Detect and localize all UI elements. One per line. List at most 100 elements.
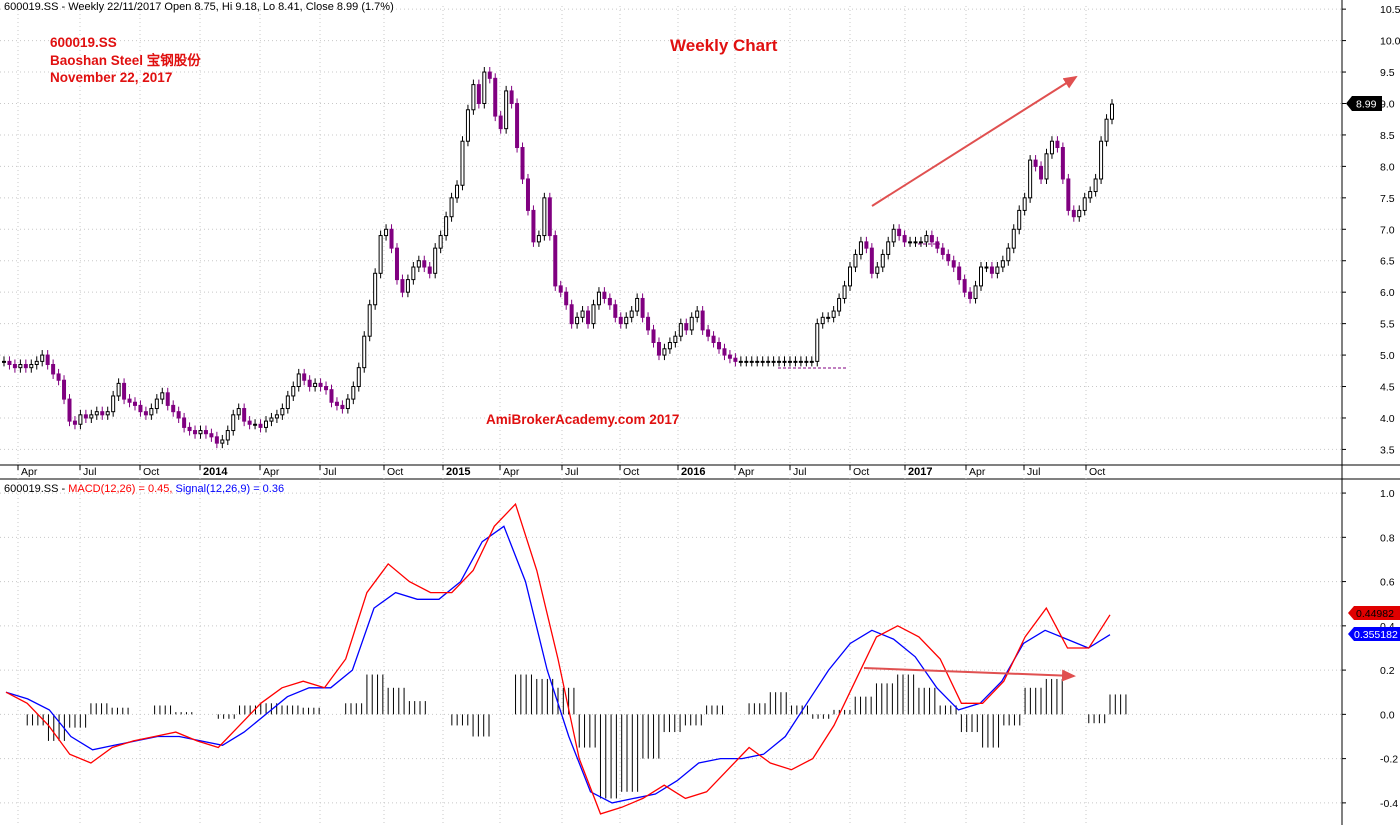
candle: [498, 111, 503, 134]
macd-divergence-arrow: [863, 667, 1076, 682]
candle: [924, 230, 929, 247]
candle: [1077, 205, 1082, 222]
candle: [946, 249, 951, 266]
chart-title: Weekly Chart: [670, 36, 778, 55]
candle: [427, 261, 432, 279]
candle: [269, 412, 274, 427]
candle: [979, 261, 984, 291]
candle: [476, 79, 481, 109]
macd-badge-text: 0.44982: [1356, 608, 1394, 620]
candle: [678, 318, 683, 342]
candle: [798, 356, 803, 367]
candle: [837, 293, 842, 317]
candle: [449, 192, 454, 222]
watermark: AmiBrokerAcademy.com 2017: [486, 412, 679, 427]
price-tick-label: 4.0: [1380, 413, 1395, 425]
candle: [444, 211, 449, 241]
candle: [438, 230, 443, 254]
candle: [629, 306, 634, 323]
price-tick-label: 8.0: [1380, 161, 1395, 173]
candle: [378, 230, 383, 279]
candle: [465, 104, 470, 147]
candle: [531, 205, 536, 247]
signal-value-label: Signal(12,26,9) = 0.36: [176, 483, 285, 495]
candle: [695, 306, 700, 323]
macd-tick-label: -0.2: [1380, 754, 1398, 766]
candle: [460, 136, 465, 191]
candle: [1033, 155, 1038, 172]
price-grid: [0, 8, 1342, 450]
candle: [231, 409, 236, 436]
candle: [891, 224, 896, 247]
candle: [1028, 155, 1033, 203]
candle: [858, 236, 863, 260]
candle: [193, 425, 198, 439]
candle: [706, 324, 711, 342]
candle: [673, 331, 678, 348]
candle: [1104, 114, 1109, 147]
candle: [755, 356, 760, 367]
candle: [1011, 224, 1016, 254]
candle: [340, 400, 345, 414]
price-tick-label: 7.5: [1380, 193, 1395, 205]
price-tick-label: 5.5: [1380, 319, 1395, 331]
price-tick-label: 10.5: [1380, 4, 1400, 16]
candle: [416, 255, 421, 273]
candle: [995, 261, 1000, 279]
candle: [100, 406, 105, 420]
candle: [471, 79, 476, 115]
candle: [984, 261, 989, 273]
macd-tick-label: 0.2: [1380, 665, 1395, 677]
date-tick-label: Apr: [503, 466, 520, 478]
candle: [580, 306, 585, 323]
candle: [558, 280, 563, 298]
candle: [291, 381, 296, 401]
candle: [913, 236, 918, 247]
candle: [656, 337, 661, 361]
candle: [635, 293, 640, 317]
company-label: Baoshan Steel 宝钢股份: [50, 52, 201, 68]
candle: [591, 299, 596, 329]
candle: [968, 287, 973, 304]
date-tick-label: Apr: [263, 466, 280, 478]
ticker-label: 600019.SS: [50, 35, 117, 50]
candle: [869, 243, 874, 279]
candle: [575, 312, 580, 329]
price-tick-label: 6.0: [1380, 287, 1395, 299]
candle: [908, 236, 913, 247]
candle: [787, 356, 792, 367]
candle: [23, 359, 28, 373]
price-tick-label: 6.5: [1380, 256, 1395, 268]
candle: [242, 403, 247, 427]
candle: [493, 73, 498, 122]
candle: [258, 419, 263, 433]
date-tick-label: 2017: [908, 466, 932, 478]
candle: [771, 356, 776, 367]
candle: [749, 356, 754, 367]
candle: [951, 255, 956, 273]
signal-line: [5, 525, 1111, 804]
candle: [607, 293, 612, 310]
candle: [1060, 142, 1065, 184]
price-y-axis: 3.5 4.0 4.5 5.0 5.5 6.0 6.5 7.0 7.5 8.0 8.5 9.0 9.5 1…: [1342, 4, 1400, 456]
macd-y-axis: -0.4-0.20.00.20.40.60.81.0: [1342, 488, 1398, 810]
candle: [1099, 136, 1104, 184]
candle: [214, 431, 219, 449]
candle: [1017, 205, 1022, 235]
candle: [56, 368, 61, 386]
signal-badge-text: 0.355182: [1354, 629, 1398, 641]
candle: [116, 378, 121, 401]
candle: [793, 356, 798, 367]
candle: [334, 397, 339, 411]
candle: [886, 236, 891, 260]
candle: [274, 409, 279, 424]
candle: [700, 306, 705, 335]
candle: [122, 378, 127, 405]
candle: [1088, 186, 1093, 203]
date-tick-label: Jul: [1027, 466, 1040, 478]
candle: [302, 368, 307, 386]
candle: [1049, 136, 1054, 159]
candle: [1022, 192, 1027, 216]
macd-tick-label: 0.0: [1380, 709, 1395, 721]
candle: [105, 406, 110, 420]
